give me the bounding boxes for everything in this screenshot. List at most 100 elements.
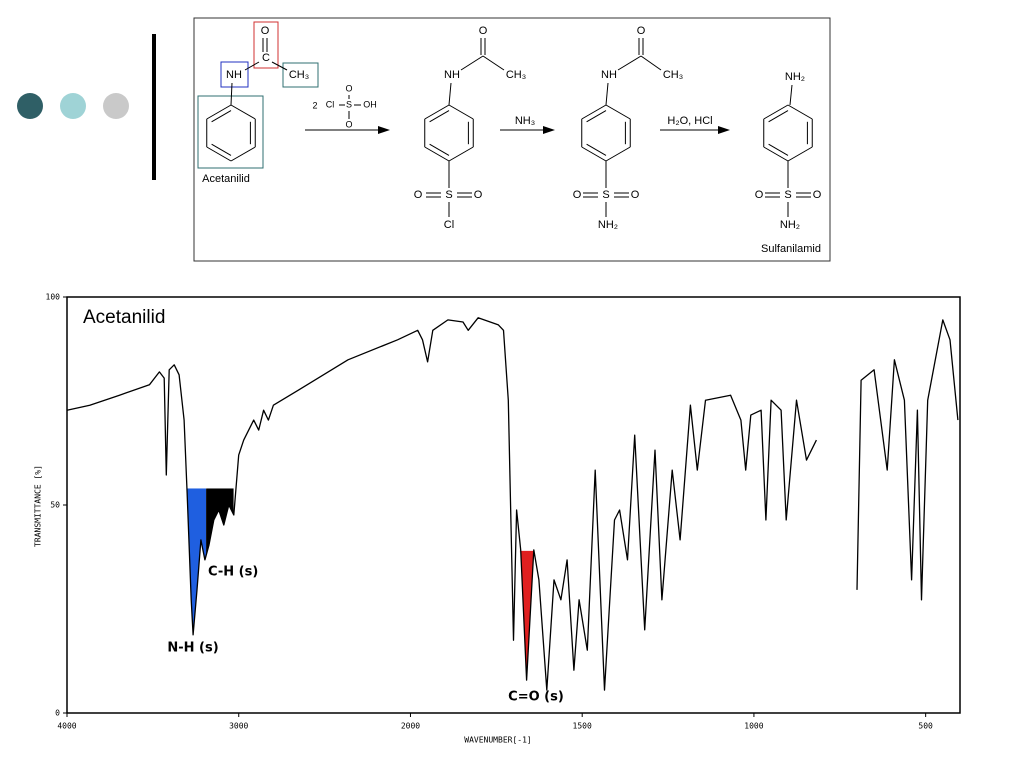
x-tick-label: 2000	[401, 722, 420, 731]
bond	[460, 55, 484, 71]
atom: NH	[444, 69, 460, 81]
bond	[482, 55, 505, 71]
atom: NH₂	[785, 71, 805, 83]
bullet-dot	[60, 93, 86, 119]
x-tick-label: 4000	[57, 722, 76, 731]
compound-name: Sulfanilamid	[761, 243, 821, 255]
atom: C	[262, 52, 270, 64]
atom: O	[345, 119, 352, 129]
bond	[448, 82, 452, 106]
atom: Cl	[444, 219, 454, 231]
bond	[763, 146, 789, 162]
atom: O	[345, 83, 352, 93]
bond	[768, 143, 789, 156]
atom: S	[346, 99, 352, 109]
atom: S	[784, 189, 791, 201]
bond	[605, 146, 631, 162]
reagent-label: 2	[312, 100, 317, 110]
bond	[230, 104, 256, 120]
bond	[448, 104, 474, 120]
atom: O	[479, 25, 488, 37]
bond	[617, 55, 642, 71]
bond	[206, 146, 232, 162]
bond	[448, 146, 474, 162]
reagent-label: H₂O, HCl	[667, 115, 712, 127]
atom: O	[573, 189, 582, 201]
bullet-dot	[17, 93, 43, 119]
spectrum-line	[66, 317, 959, 691]
bond	[211, 110, 232, 123]
bond	[640, 55, 662, 71]
absorption-highlight	[519, 550, 535, 681]
ir-spectrum: Acetanilid WAVENUMBER[-1] TRANSMITTANCE …	[34, 293, 961, 745]
atom: O	[631, 189, 640, 201]
bond	[605, 82, 609, 106]
bond	[789, 84, 793, 106]
bond	[211, 143, 232, 156]
x-tick-label: 1000	[744, 722, 763, 731]
highlight-box	[253, 21, 279, 69]
bond	[586, 110, 607, 123]
absorption-highlight	[206, 488, 234, 556]
bond	[271, 61, 288, 71]
x-tick-label: 500	[918, 722, 933, 731]
atom: CH₃	[663, 69, 683, 81]
bond	[424, 104, 450, 120]
bond	[581, 104, 607, 120]
y-axis-label: TRANSMITTANCE [%]	[34, 465, 43, 547]
bond	[787, 104, 813, 120]
atom: S	[445, 189, 452, 201]
absorption-highlight	[187, 488, 207, 635]
y-tick-label: 50	[50, 501, 60, 510]
bond	[206, 104, 232, 120]
bond	[787, 146, 813, 162]
peak-label: C=O (s)	[508, 690, 564, 705]
atom: Cl	[326, 99, 335, 109]
bond	[424, 146, 450, 162]
atom: OH	[363, 99, 377, 109]
bonds	[206, 38, 813, 217]
peak-label: N-H (s)	[167, 641, 218, 656]
atom: S	[602, 189, 609, 201]
atom: O	[637, 25, 646, 37]
atom: O	[261, 25, 270, 37]
highlight-box	[197, 95, 264, 169]
x-axis-label: WAVENUMBER[-1]	[464, 736, 531, 745]
atom: CH₃	[506, 69, 526, 81]
highlight-box	[282, 62, 319, 88]
atom: NH	[601, 69, 617, 81]
arrow-head	[718, 126, 730, 134]
bond	[429, 110, 450, 123]
reagent-label: NH₃	[515, 115, 535, 127]
compound-name: Acetanilid	[202, 173, 250, 185]
y-tick-label: 100	[46, 293, 61, 302]
atom: CH₃	[289, 69, 309, 81]
atom: NH	[226, 69, 242, 81]
arrow-head	[543, 126, 555, 134]
x-tick-label: 3000	[229, 722, 248, 731]
arrow-head	[378, 126, 390, 134]
chart-title: Acetanilid	[83, 307, 165, 328]
bond	[581, 146, 607, 162]
bond	[586, 143, 607, 156]
atom: O	[813, 189, 822, 201]
bond	[230, 146, 256, 162]
bond	[230, 82, 233, 106]
bond	[429, 143, 450, 156]
atom: O	[474, 189, 483, 201]
peak-label: C-H (s)	[208, 565, 258, 580]
bond	[763, 104, 789, 120]
atom: O	[414, 189, 423, 201]
scheme-frame	[193, 17, 831, 262]
atom: NH₂	[598, 219, 618, 231]
bullet-dot	[103, 93, 129, 119]
atom: NH₂	[780, 219, 800, 231]
bond	[605, 104, 631, 120]
x-tick-label: 1500	[573, 722, 592, 731]
y-tick-label: 0	[55, 709, 60, 718]
highlight-box	[220, 61, 249, 88]
bond	[768, 110, 789, 123]
bond	[244, 61, 260, 71]
atom: O	[755, 189, 764, 201]
